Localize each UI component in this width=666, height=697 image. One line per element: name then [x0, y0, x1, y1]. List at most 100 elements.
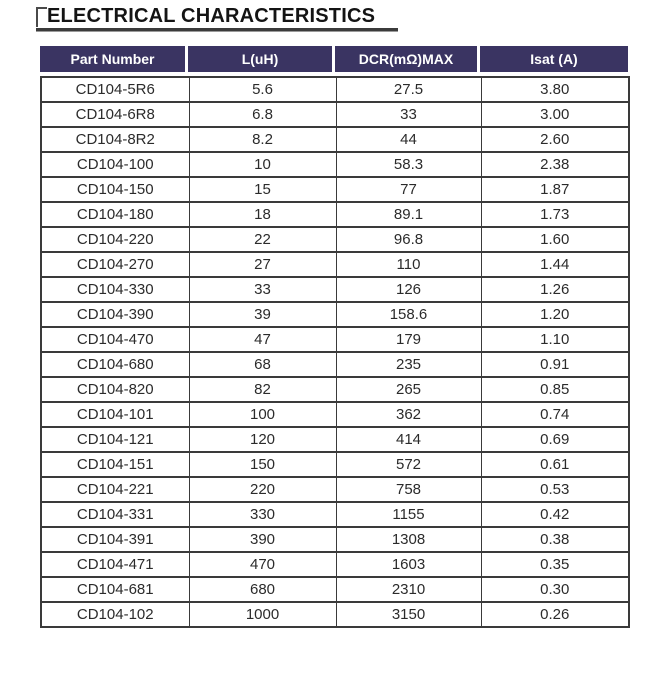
cell-isat: 1.20	[480, 301, 630, 328]
table-row: CD104-391 390 1308 0.38	[40, 526, 630, 553]
cell-dcr-max: 179	[335, 326, 482, 353]
cell-inductance: 22	[188, 226, 337, 253]
cell-dcr-max: 265	[335, 376, 482, 403]
cell-isat: 1.87	[480, 176, 630, 203]
cell-inductance: 82	[188, 376, 337, 403]
table-row: CD104-150 15 77 1.87	[40, 176, 630, 203]
cell-dcr-max: 44	[335, 126, 482, 153]
table-row: CD104-8R2 8.2 44 2.60	[40, 126, 630, 153]
cell-dcr-max: 27.5	[335, 76, 482, 103]
table-row: CD104-390 39 158.6 1.20	[40, 301, 630, 328]
table-row: CD104-681 680 2310 0.30	[40, 576, 630, 603]
cell-part-number: CD104-470	[40, 326, 190, 353]
title-corner-bracket	[36, 7, 47, 27]
cell-inductance: 100	[188, 401, 337, 428]
table-row: CD104-820 82 265 0.85	[40, 376, 630, 403]
cell-dcr-max: 235	[335, 351, 482, 378]
page-title: ELECTRICAL CHARACTERISTICS	[47, 5, 376, 27]
cell-inductance: 470	[188, 551, 337, 578]
cell-isat: 0.35	[480, 551, 630, 578]
cell-inductance: 68	[188, 351, 337, 378]
cell-dcr-max: 58.3	[335, 151, 482, 178]
table-row: CD104-221 220 758 0.53	[40, 476, 630, 503]
table-body-grid: CD104-5R6 5.6 27.5 3.80 CD104-6R8 6.8 33…	[40, 76, 630, 628]
cell-isat: 2.38	[480, 151, 630, 178]
cell-dcr-max: 77	[335, 176, 482, 203]
table-row: CD104-5R6 5.6 27.5 3.80	[40, 76, 630, 103]
table-row: CD104-331 330 1155 0.42	[40, 501, 630, 528]
table-row: CD104-102 1000 3150 0.26	[40, 601, 630, 628]
cell-inductance: 6.8	[188, 101, 337, 128]
cell-inductance: 220	[188, 476, 337, 503]
cell-part-number: CD104-220	[40, 226, 190, 253]
cell-inductance: 330	[188, 501, 337, 528]
cell-part-number: CD104-102	[40, 601, 190, 628]
cell-part-number: CD104-390	[40, 301, 190, 328]
cell-isat: 1.60	[480, 226, 630, 253]
cell-isat: 1.26	[480, 276, 630, 303]
table-row: CD104-470 47 179 1.10	[40, 326, 630, 353]
cell-isat: 0.38	[480, 526, 630, 553]
cell-dcr-max: 1603	[335, 551, 482, 578]
cell-part-number: CD104-681	[40, 576, 190, 603]
table-row: CD104-101 100 362 0.74	[40, 401, 630, 428]
electrical-characteristics-table: Part Number L(uH) DCR(mΩ)MAX Isat (A) CD…	[40, 46, 630, 628]
cell-isat: 1.10	[480, 326, 630, 353]
table-row: CD104-121 120 414 0.69	[40, 426, 630, 453]
table-row: CD104-220 22 96.8 1.60	[40, 226, 630, 253]
cell-part-number: CD104-151	[40, 451, 190, 478]
header-isat: Isat (A)	[480, 46, 628, 72]
cell-isat: 0.26	[480, 601, 630, 628]
cell-inductance: 150	[188, 451, 337, 478]
cell-inductance: 10	[188, 151, 337, 178]
table-row: CD104-471 470 1603 0.35	[40, 551, 630, 578]
table-row: CD104-180 18 89.1 1.73	[40, 201, 630, 228]
cell-dcr-max: 3150	[335, 601, 482, 628]
cell-inductance: 5.6	[188, 76, 337, 103]
cell-inductance: 27	[188, 251, 337, 278]
cell-inductance: 1000	[188, 601, 337, 628]
cell-isat: 3.80	[480, 76, 630, 103]
table-body: CD104-5R6 5.6 27.5 3.80 CD104-6R8 6.8 33…	[40, 76, 630, 628]
cell-part-number: CD104-331	[40, 501, 190, 528]
cell-isat: 3.00	[480, 101, 630, 128]
header-inductance: L(uH)	[188, 46, 332, 72]
table-header-row: Part Number L(uH) DCR(mΩ)MAX Isat (A)	[40, 46, 628, 72]
cell-dcr-max: 158.6	[335, 301, 482, 328]
table-row: CD104-151 150 572 0.61	[40, 451, 630, 478]
cell-dcr-max: 2310	[335, 576, 482, 603]
cell-dcr-max: 96.8	[335, 226, 482, 253]
cell-part-number: CD104-471	[40, 551, 190, 578]
cell-inductance: 8.2	[188, 126, 337, 153]
cell-isat: 1.44	[480, 251, 630, 278]
cell-part-number: CD104-680	[40, 351, 190, 378]
cell-isat: 0.42	[480, 501, 630, 528]
table-row: CD104-100 10 58.3 2.38	[40, 151, 630, 178]
table-row: CD104-680 68 235 0.91	[40, 351, 630, 378]
table-row: CD104-270 27 110 1.44	[40, 251, 630, 278]
header-dcr-max: DCR(mΩ)MAX	[335, 46, 477, 72]
cell-dcr-max: 572	[335, 451, 482, 478]
title-underline	[36, 28, 398, 31]
cell-dcr-max: 126	[335, 276, 482, 303]
cell-part-number: CD104-330	[40, 276, 190, 303]
table-row: CD104-330 33 126 1.26	[40, 276, 630, 303]
cell-dcr-max: 1308	[335, 526, 482, 553]
cell-inductance: 18	[188, 201, 337, 228]
cell-part-number: CD104-221	[40, 476, 190, 503]
cell-inductance: 39	[188, 301, 337, 328]
cell-dcr-max: 362	[335, 401, 482, 428]
cell-dcr-max: 110	[335, 251, 482, 278]
cell-part-number: CD104-180	[40, 201, 190, 228]
cell-part-number: CD104-101	[40, 401, 190, 428]
cell-part-number: CD104-820	[40, 376, 190, 403]
cell-inductance: 390	[188, 526, 337, 553]
cell-inductance: 33	[188, 276, 337, 303]
cell-inductance: 680	[188, 576, 337, 603]
cell-part-number: CD104-6R8	[40, 101, 190, 128]
cell-dcr-max: 33	[335, 101, 482, 128]
cell-part-number: CD104-270	[40, 251, 190, 278]
cell-isat: 2.60	[480, 126, 630, 153]
cell-inductance: 15	[188, 176, 337, 203]
cell-dcr-max: 89.1	[335, 201, 482, 228]
